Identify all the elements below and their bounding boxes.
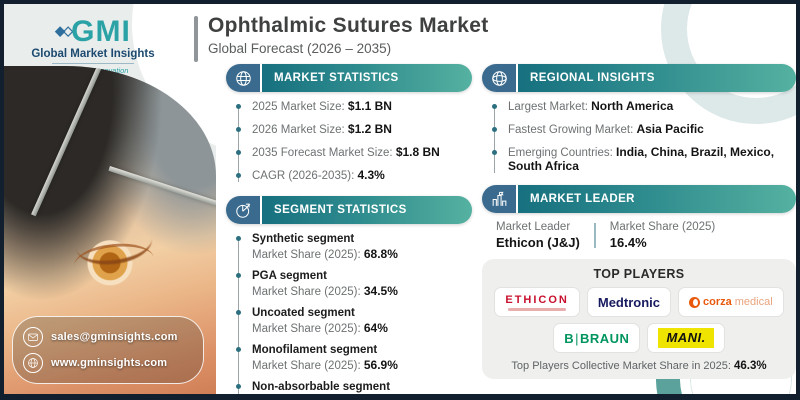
list-item: Synthetic segment Market Share (2025): 68… [236, 232, 472, 269]
gmi-logo-mark: ◆◇GMI [55, 15, 131, 48]
section-title: MARKET STATISTICS [262, 64, 472, 92]
logo-bbraun: B|BRAUN [553, 323, 641, 353]
list-item: Largest Market: North America [492, 100, 796, 123]
globe-chart-icon [226, 64, 262, 92]
list-item: 2025 Market Size: $1.1 BN [236, 100, 472, 123]
leader-podium-icon [482, 185, 518, 213]
section-market-statistics-header: MARKET STATISTICS [226, 64, 472, 92]
globe-grid-icon [482, 64, 518, 92]
section-title: SEGMENT STATISTICS [262, 196, 472, 224]
page-subtitle: Global Forecast (2026 – 2035) [208, 41, 392, 56]
column-left: MARKET STATISTICS 2025 Market Size: $1.1… [226, 64, 472, 394]
header-block: Ophthalmic Sutures Market Global Forecas… [194, 14, 489, 62]
list-item: Emerging Countries: India, China, Brazil… [492, 146, 796, 183]
left-photo-panel: ◆◇GMI Global Market Insights Insights to… [4, 4, 392, 394]
list-item: 2026 Market Size: $1.2 BN [236, 123, 472, 146]
list-item: PGA segment Market Share (2025): 34.5% [236, 269, 472, 306]
logo-medtronic: Medtronic [586, 287, 671, 317]
market-share-label: Market Share (2025) [609, 221, 716, 233]
gmi-diamond-icon: ◆◇ [55, 23, 73, 38]
logo-corza-medical: corza medical [677, 287, 784, 317]
page-title: Ophthalmic Sutures Market [208, 14, 489, 37]
top-players-title: TOP PLAYERS [593, 267, 685, 281]
list-item: Monofilament segment Market Share (2025):… [236, 343, 472, 380]
list-item: CAGR (2026-2035): 4.3% [236, 169, 472, 192]
segment-statistics-list: Synthetic segment Market Share (2025): 68… [236, 232, 472, 394]
contact-website[interactable]: www.gminsights.com [23, 350, 193, 376]
section-segment-statistics-header: SEGMENT STATISTICS [226, 196, 472, 224]
contact-email[interactable]: sales@gminsights.com [23, 324, 193, 350]
column-right: REGIONAL INSIGHTS Largest Market: North … [482, 64, 796, 379]
contact-email-text: sales@gminsights.com [51, 331, 178, 343]
title-accent-bar [194, 16, 198, 62]
market-leader-row: Market Leader Ethicon (J&J) Market Share… [496, 221, 796, 250]
regional-insights-list: Largest Market: North America Fastest Gr… [492, 100, 796, 183]
section-market-leader-header: MARKET LEADER [482, 185, 796, 213]
market-share-value: 16.4% [609, 235, 647, 250]
logo-mani: MANI. [647, 323, 725, 353]
section-regional-insights-header: REGIONAL INSIGHTS [482, 64, 796, 92]
infographic-canvas: ◆◇GMI Global Market Insights Insights to… [4, 4, 796, 394]
list-item: 2035 Forecast Market Size: $1.8 BN [236, 146, 472, 169]
market-leader-label: Market Leader [496, 221, 571, 233]
surgical-needle-holder [108, 166, 216, 211]
top-players-footer: Top Players Collective Market Share in 2… [511, 360, 767, 372]
top-players-panel: TOP PLAYERS ETHICON Medtronic corza medic… [482, 259, 796, 379]
corza-logo-icon [688, 296, 700, 308]
email-icon [23, 327, 43, 347]
globe-icon [23, 353, 43, 373]
market-statistics-list: 2025 Market Size: $1.1 BN 2026 Market Si… [236, 100, 472, 192]
market-leader-cell: Market Leader Ethicon (J&J) [496, 221, 594, 250]
pie-chart-arrow-icon [226, 196, 262, 224]
section-title: REGIONAL INSIGHTS [518, 64, 796, 92]
ethicon-tagline-line [508, 307, 567, 311]
contact-website-text: www.gminsights.com [51, 357, 168, 369]
market-share-cell: Market Share (2025) 16.4% [610, 221, 729, 250]
list-item: Fastest Growing Market: Asia Pacific [492, 123, 796, 146]
logo-ethicon: ETHICON [494, 287, 580, 317]
surgical-forceps [31, 66, 105, 217]
top-players-row-2: B|BRAUN MANI. [492, 323, 786, 353]
list-item: Uncoated segment Market Share (2025): 64% [236, 306, 472, 343]
vertical-divider [593, 223, 596, 248]
gmi-company-name: Global Market Insights [31, 48, 155, 60]
market-leader-value: Ethicon (J&J) [496, 235, 580, 250]
contact-card: sales@gminsights.com www.gminsights.com [12, 316, 204, 384]
section-title: MARKET LEADER [518, 185, 796, 213]
top-players-row-1: ETHICON Medtronic corza medical [492, 287, 786, 317]
